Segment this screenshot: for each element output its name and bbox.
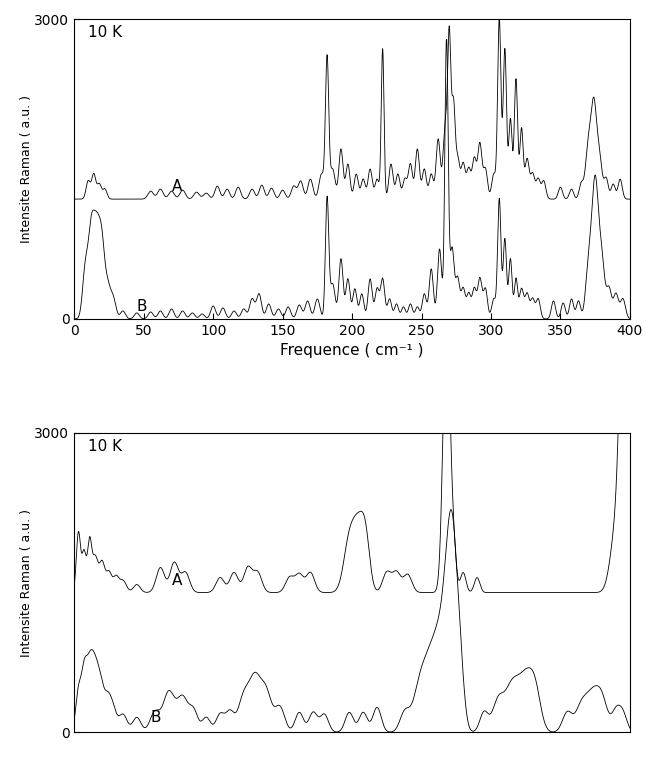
Text: B: B: [137, 299, 147, 314]
Text: A: A: [172, 573, 182, 587]
Text: A: A: [172, 179, 182, 194]
Text: 10 K: 10 K: [88, 26, 122, 40]
Y-axis label: Intensite Raman ( a.u. ): Intensite Raman ( a.u. ): [20, 508, 33, 656]
X-axis label: Frequence ( cm⁻¹ ): Frequence ( cm⁻¹ ): [280, 343, 424, 358]
Y-axis label: Intensite Raman ( a.u. ): Intensite Raman ( a.u. ): [20, 95, 33, 243]
Text: 10 K: 10 K: [88, 439, 122, 454]
Text: B: B: [151, 711, 162, 725]
